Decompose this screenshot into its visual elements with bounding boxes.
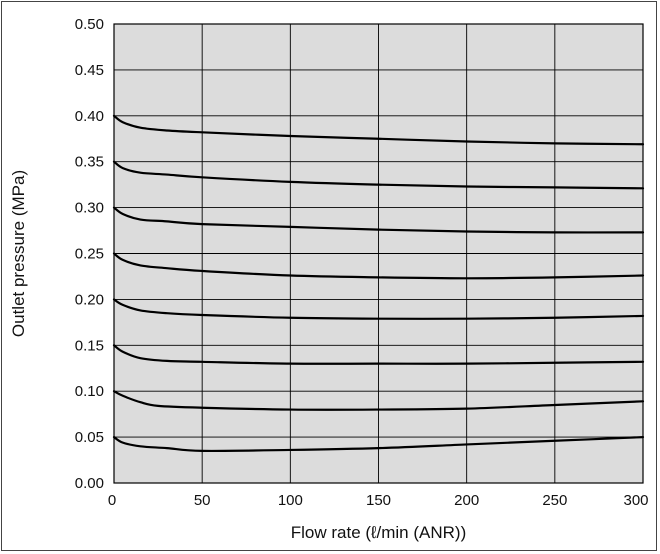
pressure-curve-1 [112, 436, 645, 453]
y-axis-label: Outlet pressure (MPa) [9, 170, 28, 337]
x-tick-label: 300 [623, 492, 648, 509]
y-tick-label: 0.25 [75, 246, 104, 263]
y-tick-label: 0.30 [75, 200, 104, 217]
x-tick-label: 0 [108, 492, 116, 509]
y-tick-label: 0.15 [75, 337, 104, 354]
x-tick-labels: 0 50 100 150 200 250 300 [108, 492, 649, 509]
y-tick-label: 0.05 [75, 429, 104, 446]
grid-lines [114, 24, 643, 483]
y-tick-label: 0.20 [75, 291, 104, 308]
pressure-curve-4 [112, 298, 645, 320]
y-tick-label: 0.50 [75, 16, 104, 33]
x-tick-label: 250 [542, 492, 567, 509]
curves [112, 114, 645, 453]
plot-border [113, 23, 644, 484]
pressure-curve-2 [112, 390, 645, 411]
y-tick-labels: 0.00 0.05 0.10 0.15 0.20 0.25 0.30 0.35 0.40 0.45… [75, 16, 104, 492]
pressure-curve-3 [112, 344, 645, 365]
y-tick-label: 0.10 [75, 383, 104, 400]
pressure-curve-5 [112, 252, 645, 280]
pressure-curve-7 [112, 160, 645, 190]
y-tick-label: 0.40 [75, 108, 104, 125]
x-tick-label: 100 [278, 492, 303, 509]
x-axis-label: Flow rate (ℓ/min (ANR)) [291, 523, 467, 542]
x-tick-label: 50 [194, 492, 211, 509]
y-tick-label: 0.35 [75, 154, 104, 171]
y-tick-label: 0.45 [75, 62, 104, 79]
x-tick-label: 150 [366, 492, 391, 509]
pressure-curve-6 [112, 206, 645, 234]
y-tick-label: 0.00 [75, 475, 104, 492]
pressure-curve-8 [112, 114, 645, 146]
x-tick-label: 200 [454, 492, 479, 509]
